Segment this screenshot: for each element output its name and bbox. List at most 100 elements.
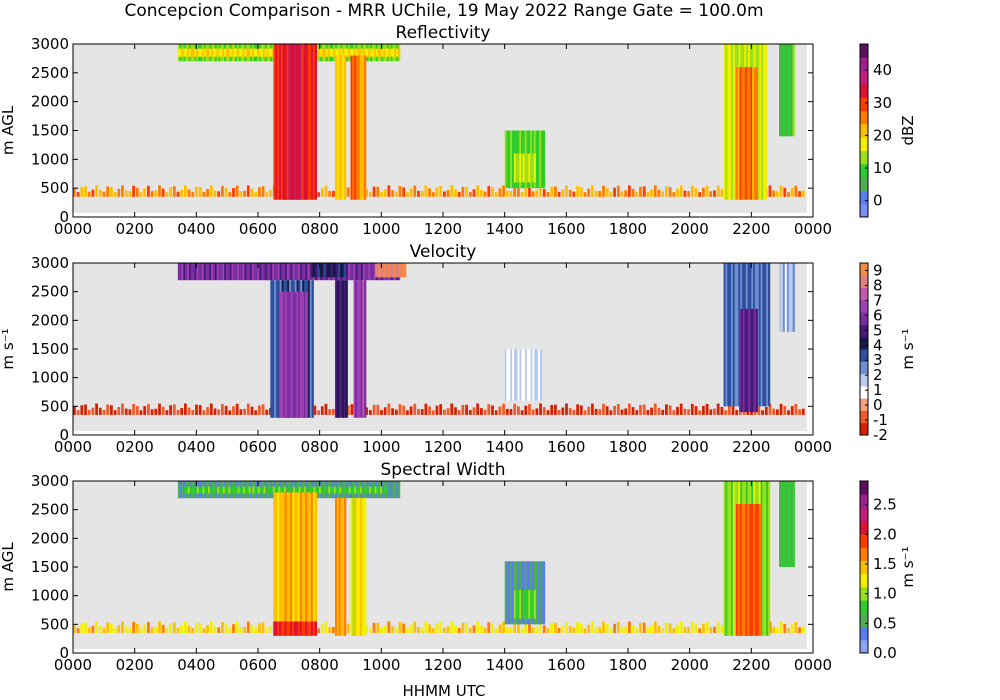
reflectivity-echo-strip: [513, 153, 517, 183]
spectral-width-surface-cell: [232, 624, 235, 633]
reflectivity-echo-strip: [759, 44, 762, 200]
reflectivity-echo-strip: [533, 153, 536, 183]
velocity-surface-cell: [202, 410, 206, 415]
spectral-width-echo-strip: [392, 481, 395, 499]
reflectivity-surface-cell: [154, 190, 158, 197]
spectral-width-echo-strip: [754, 503, 758, 636]
spectral-width-echo-strip: [533, 589, 536, 619]
spectral-width-echo-strip: [270, 486, 274, 494]
velocity-surface-cell: [328, 409, 332, 415]
velocity-echo-strip: [343, 263, 346, 278]
reflectivity-surface-cell: [542, 189, 546, 197]
reflectivity-surface-cell: [246, 185, 250, 197]
spectral-width-echo-strip: [284, 621, 287, 636]
spectral-width-surface-cell: [554, 622, 557, 633]
spectral-width-surface-cell: [672, 628, 676, 633]
spectral-width-surface-cell: [317, 628, 320, 633]
velocity-surface-cell: [369, 410, 372, 415]
reflectivity-colorbar-segment: [860, 97, 868, 112]
spectral-width-echo-strip: [526, 589, 529, 619]
spectral-width-echo-strip: [295, 492, 299, 636]
reflectivity-echo-strip: [356, 55, 359, 200]
velocity-echo-strip: [240, 263, 243, 281]
spectral-width-echo-strip: [237, 486, 240, 494]
spectral-width-x-tick-label: 2200: [732, 656, 770, 674]
reflectivity-y-tick-label: 1500: [31, 122, 69, 140]
velocity-surface-cell: [143, 406, 147, 415]
spectral-width-surface-cell: [498, 624, 502, 633]
reflectivity-echo-strip: [286, 44, 289, 200]
spectral-width-echo-strip: [311, 486, 314, 494]
velocity-surface-cell: [598, 409, 602, 415]
spectral-width-echo-strip: [357, 486, 361, 494]
spectral-width-surface-cell: [494, 628, 498, 633]
reflectivity-surface-cell: [417, 190, 420, 197]
velocity-echo-strip: [281, 291, 284, 418]
spectral-width-colorbar-label: m s⁻¹: [899, 546, 917, 587]
reflectivity-echo-strip: [336, 55, 340, 200]
spectral-width-echo-strip: [314, 621, 317, 636]
spectral-width-echo-strip: [743, 503, 746, 636]
spectral-width-echo-strip: [314, 492, 317, 636]
velocity-surface-cell: [620, 409, 624, 415]
spectral-width-echo-strip: [195, 486, 198, 494]
velocity-echo-strip: [373, 263, 377, 281]
velocity-surface-cell: [602, 403, 605, 415]
spectral-width-surface-cell: [557, 628, 561, 633]
reflectivity-surface-cell: [224, 187, 228, 197]
spectral-width-echo-strip: [739, 503, 743, 636]
spectral-width-surface-cell: [713, 626, 716, 633]
velocity-echo-strip: [402, 263, 405, 278]
reflectivity-surface-cell: [594, 190, 598, 197]
reflectivity-echo-strip: [270, 48, 273, 57]
velocity-echo-strip: [216, 263, 219, 281]
reflectivity-x-tick-label: 0600: [239, 220, 277, 238]
velocity-surface-cell: [265, 409, 269, 415]
reflectivity-echo-strip: [390, 48, 393, 57]
spectral-width-surface-cell: [346, 623, 350, 633]
reflectivity-echo-strip: [790, 44, 793, 137]
spectral-width-surface-cell: [139, 628, 143, 633]
reflectivity-echo-strip: [327, 48, 330, 57]
reflectivity-surface-cell: [113, 192, 117, 197]
velocity-surface-cell: [261, 404, 265, 415]
reflectivity-echo-strip: [284, 44, 287, 200]
spectral-width-surface-cell: [117, 624, 121, 633]
figure-title: Concepcion Comparison - MRR UChile, 19 M…: [124, 1, 763, 21]
spectral-width-surface-cell: [520, 628, 524, 633]
reflectivity-surface-cell: [450, 185, 454, 197]
velocity-surface-cell: [594, 408, 598, 415]
reflectivity-surface-cell: [705, 185, 709, 197]
reflectivity-surface-cell: [402, 187, 406, 197]
velocity-surface-cell: [254, 410, 258, 415]
spectral-width-y-tick-label: 0: [59, 644, 69, 662]
reflectivity-echo-strip: [375, 48, 379, 57]
velocity-echo-strip: [212, 263, 216, 281]
reflectivity-surface-cell: [320, 188, 324, 197]
velocity-surface-cell: [417, 409, 420, 415]
reflectivity-surface-cell: [491, 187, 494, 197]
spectral-width-surface-cell: [258, 623, 261, 633]
spectral-width-echo-strip: [226, 486, 229, 494]
reflectivity-surface-cell: [528, 185, 531, 197]
spectral-width-surface-cell: [620, 627, 624, 633]
spectral-width-echo-strip: [284, 492, 287, 636]
reflectivity-surface-cell: [213, 190, 217, 197]
reflectivity-echo-strip: [248, 48, 251, 57]
velocity-echo-strip: [203, 263, 206, 281]
reflectivity-echo-strip: [386, 48, 390, 57]
spectral-width-echo-strip: [513, 589, 517, 619]
spectral-width-surface-cell: [198, 623, 202, 633]
spectral-width-echo-strip: [727, 481, 730, 636]
spectral-width-surface-cell: [147, 621, 150, 633]
reflectivity-surface-cell: [672, 192, 676, 197]
spectral-width-echo-strip: [784, 481, 788, 567]
spectral-width-colorbar-tick-label: 1.5: [873, 555, 897, 573]
reflectivity-echo-strip: [338, 48, 342, 57]
spectral-width-echo-strip: [350, 498, 353, 636]
reflectivity-echo-strip: [508, 130, 511, 189]
spectral-width-echo-strip: [385, 486, 388, 494]
reflectivity-surface-cell: [150, 191, 154, 197]
spectral-width-colorbar-tick-label: 0.0: [873, 644, 897, 662]
reflectivity-surface-cell: [443, 191, 446, 197]
